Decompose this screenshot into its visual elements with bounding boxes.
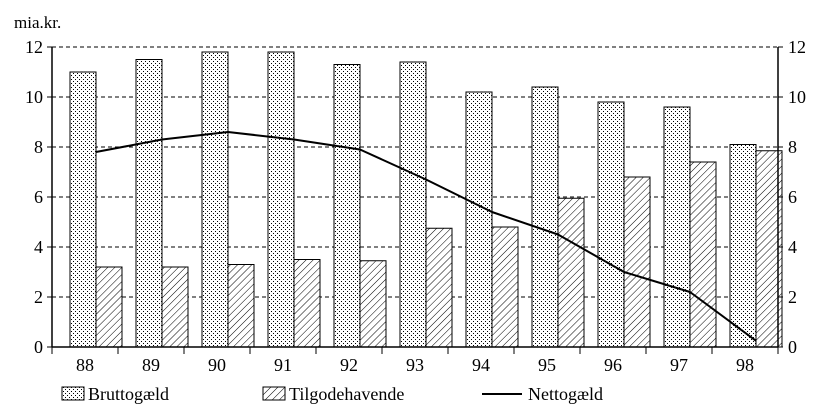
bar-tilgodehavende (557, 197, 585, 348)
y-tick-label-right: 6 (788, 187, 797, 207)
x-tick-label: 91 (274, 355, 292, 375)
bar-bruttogaeld (267, 51, 295, 348)
x-tick-label: 90 (208, 355, 226, 375)
x-tick-label: 97 (670, 355, 688, 375)
bar-bruttogaeld (531, 86, 559, 348)
y-tick-label-left: 0 (34, 337, 43, 357)
bar-bruttogaeld (135, 59, 163, 348)
legend-label-nettogaeld: Nettogæld (528, 384, 603, 404)
bar-tilgodehavende (161, 266, 189, 348)
x-tick-label: 96 (604, 355, 622, 375)
y-tick-label-right: 12 (788, 37, 806, 57)
bar-bruttogaeld (201, 51, 229, 348)
bars (69, 51, 783, 348)
axes (47, 46, 783, 354)
bar-bruttogaeld (663, 106, 691, 348)
bar-bruttogaeld (597, 101, 625, 348)
y-tick-label-right: 10 (788, 87, 806, 107)
bar-tilgodehavende (293, 259, 321, 348)
legend-label-bruttogaeld: Bruttogæld (88, 384, 169, 404)
x-tick-label: 98 (736, 355, 754, 375)
y-tick-label-left: 10 (25, 87, 43, 107)
bar-bruttogaeld (69, 71, 97, 348)
x-tick-label: 95 (538, 355, 556, 375)
bar-bruttogaeld (333, 64, 361, 348)
bar-tilgodehavende (491, 226, 519, 348)
y-tick-label-right: 0 (788, 337, 797, 357)
bar-tilgodehavende (623, 176, 651, 348)
bar-tilgodehavende (425, 227, 453, 348)
bar-bruttogaeld (399, 61, 427, 348)
x-tick-label: 93 (406, 355, 424, 375)
y-tick-label-right: 8 (788, 137, 797, 157)
y-tick-label-left: 2 (34, 287, 43, 307)
y-tick-label-left: 4 (34, 237, 43, 257)
y-tick-label-left: 12 (25, 37, 43, 57)
legend: Bruttogæld Tilgodehavende Nettogæld (61, 384, 603, 404)
line-series (95, 131, 757, 342)
legend-swatch-tilgodehavende (262, 386, 286, 401)
bar-tilgodehavende (227, 264, 255, 348)
bar-bruttogaeld (729, 144, 757, 348)
y-tick-label-left: 6 (34, 187, 43, 207)
bar-tilgodehavende (689, 161, 717, 348)
line-nettogaeld (95, 131, 757, 342)
bar-tilgodehavende (95, 266, 123, 348)
y-tick-label-left: 8 (34, 137, 43, 157)
x-tick-label: 89 (142, 355, 160, 375)
y-tick-label-right: 2 (788, 287, 797, 307)
x-tick-label: 94 (472, 355, 490, 375)
bar-tilgodehavende (359, 260, 387, 348)
legend-label-tilgodehavende: Tilgodehavende (289, 384, 404, 404)
y-tick-label-right: 4 (788, 237, 797, 257)
unit-label: mia.kr. (14, 13, 61, 32)
x-tick-label: 88 (76, 355, 94, 375)
grid (52, 46, 778, 298)
legend-swatch-bruttogaeld (61, 386, 85, 401)
bar-bruttogaeld (465, 91, 493, 348)
x-tick-label: 92 (340, 355, 358, 375)
